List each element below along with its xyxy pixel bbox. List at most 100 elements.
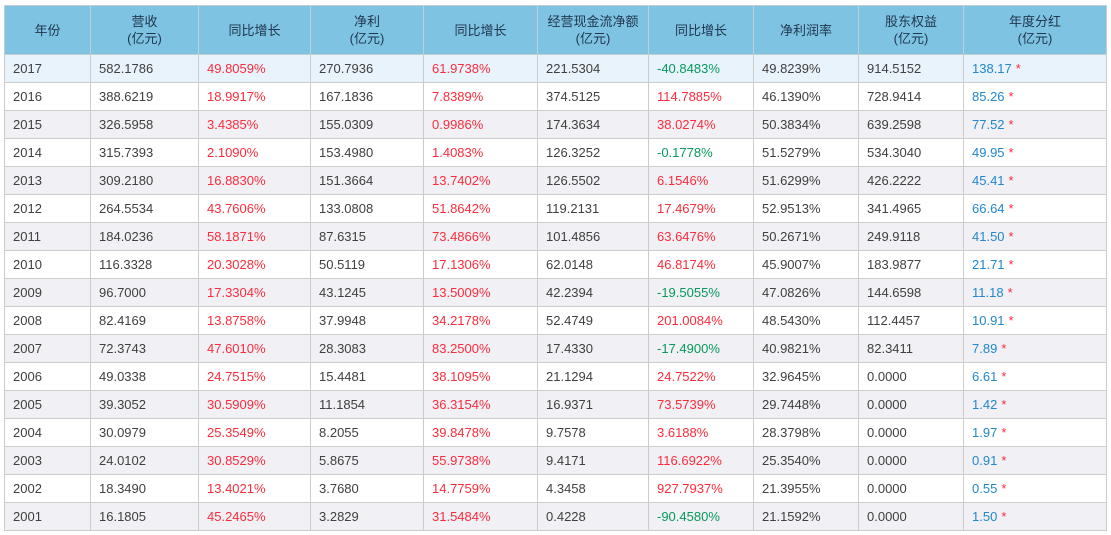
- yoy-growth-cell: 39.8478%: [423, 418, 538, 447]
- yoy-growth-cell: 13.8758%: [198, 306, 311, 335]
- yoy-growth-cell: 45.2465%: [198, 502, 311, 531]
- dividend-cell: 11.18 *: [963, 278, 1107, 307]
- table-row: 2007 72.3743 47.6010% 28.3083 83.2500% 17.433…: [4, 334, 1107, 363]
- value-cell: 21.1592%: [753, 502, 859, 531]
- yoy-growth-cell: 83.2500%: [423, 334, 538, 363]
- value-cell: 29.7448%: [753, 390, 859, 419]
- value-cell: 167.1836: [310, 82, 424, 111]
- dividend-footnote-icon: *: [1008, 117, 1014, 132]
- yoy-growth-cell: 17.3304%: [198, 278, 311, 307]
- yoy-growth-cell: 14.7759%: [423, 474, 538, 503]
- dividend-cell: 41.50 *: [963, 222, 1107, 251]
- dividend-cell: 10.91 *: [963, 306, 1107, 335]
- yoy-growth-cell: 55.9738%: [423, 446, 538, 475]
- year-cell: 2016: [4, 82, 91, 111]
- value-cell: 47.0826%: [753, 278, 859, 307]
- yoy-growth-cell: 30.8529%: [198, 446, 311, 475]
- value-cell: 72.3743: [90, 334, 199, 363]
- dividend-cell: 0.91 *: [963, 446, 1107, 475]
- value-cell: 39.3052: [90, 390, 199, 419]
- yoy-growth-cell: 3.4385%: [198, 110, 311, 139]
- year-cell: 2008: [4, 306, 91, 335]
- value-cell: 388.6219: [90, 82, 199, 111]
- dividend-cell: 77.52 *: [963, 110, 1107, 139]
- year-cell: 2014: [4, 138, 91, 167]
- value-cell: 18.3490: [90, 474, 199, 503]
- column-header-0: 年份: [4, 5, 91, 55]
- yoy-growth-cell: 63.6476%: [648, 222, 754, 251]
- table-row: 2017 582.1786 49.8059% 270.7936 61.9738% 221.…: [4, 54, 1107, 83]
- value-cell: 46.1390%: [753, 82, 859, 111]
- value-cell: 4.3458: [537, 474, 649, 503]
- yoy-growth-cell: 36.3154%: [423, 390, 538, 419]
- value-cell: 50.5119: [310, 250, 424, 279]
- yoy-growth-cell: 201.0084%: [648, 306, 754, 335]
- value-cell: 155.0309: [310, 110, 424, 139]
- dividend-cell: 45.41 *: [963, 166, 1107, 195]
- yoy-growth-cell: 31.5484%: [423, 502, 538, 531]
- dividend-cell: 0.55 *: [963, 474, 1107, 503]
- year-cell: 2002: [4, 474, 91, 503]
- year-cell: 2006: [4, 362, 91, 391]
- dividend-cell: 6.61 *: [963, 362, 1107, 391]
- value-cell: 52.4749: [537, 306, 649, 335]
- yoy-growth-cell: 16.8830%: [198, 166, 311, 195]
- table-row: 2015 326.5958 3.4385% 155.0309 0.9986% 174.36…: [4, 110, 1107, 139]
- dividend-footnote-icon: *: [1008, 89, 1014, 104]
- value-cell: 37.9948: [310, 306, 424, 335]
- dividend-cell: 49.95 *: [963, 138, 1107, 167]
- table-row: 2005 39.3052 30.5909% 11.1854 36.3154% 16.937…: [4, 390, 1107, 419]
- value-cell: 0.0000: [858, 390, 964, 419]
- value-cell: 49.8239%: [753, 54, 859, 83]
- year-cell: 2013: [4, 166, 91, 195]
- yoy-growth-cell: 20.3028%: [198, 250, 311, 279]
- value-cell: 21.1294: [537, 362, 649, 391]
- yoy-growth-cell: 3.6188%: [648, 418, 754, 447]
- value-cell: 8.2055: [310, 418, 424, 447]
- dividend-cell: 66.64 *: [963, 194, 1107, 223]
- value-cell: 582.1786: [90, 54, 199, 83]
- value-cell: 0.0000: [858, 474, 964, 503]
- value-cell: 144.6598: [858, 278, 964, 307]
- yoy-growth-cell: 1.4083%: [423, 138, 538, 167]
- dividend-cell: 1.50 *: [963, 502, 1107, 531]
- yoy-growth-cell: 114.7885%: [648, 82, 754, 111]
- year-cell: 2003: [4, 446, 91, 475]
- column-header-3: 净利 (亿元): [310, 5, 424, 55]
- value-cell: 315.7393: [90, 138, 199, 167]
- column-header-6: 同比增长: [648, 5, 754, 55]
- dividend-footnote-icon: *: [1001, 425, 1007, 440]
- yoy-growth-cell: 6.1546%: [648, 166, 754, 195]
- value-cell: 0.0000: [858, 362, 964, 391]
- year-cell: 2005: [4, 390, 91, 419]
- dividend-footnote-icon: *: [1007, 285, 1013, 300]
- value-cell: 0.4228: [537, 502, 649, 531]
- value-cell: 264.5534: [90, 194, 199, 223]
- value-cell: 82.4169: [90, 306, 199, 335]
- yoy-growth-cell: 13.7402%: [423, 166, 538, 195]
- value-cell: 221.5304: [537, 54, 649, 83]
- value-cell: 0.0000: [858, 502, 964, 531]
- value-cell: 40.9821%: [753, 334, 859, 363]
- dividend-cell: 1.97 *: [963, 418, 1107, 447]
- dividend-footnote-icon: *: [1008, 257, 1014, 272]
- value-cell: 126.5502: [537, 166, 649, 195]
- value-cell: 126.3252: [537, 138, 649, 167]
- dividend-footnote-icon: *: [1008, 229, 1014, 244]
- dividend-footnote-icon: *: [1001, 397, 1007, 412]
- yoy-growth-cell: 17.1306%: [423, 250, 538, 279]
- value-cell: 43.1245: [310, 278, 424, 307]
- column-header-5: 经营现金流净额 (亿元): [537, 5, 649, 55]
- table-row: 2003 24.0102 30.8529% 5.8675 55.9738% 9.4171 1…: [4, 446, 1107, 475]
- yoy-growth-cell: 46.8174%: [648, 250, 754, 279]
- column-header-1: 营收 (亿元): [90, 5, 199, 55]
- value-cell: 30.0979: [90, 418, 199, 447]
- yoy-growth-cell: 24.7515%: [198, 362, 311, 391]
- dividend-footnote-icon: *: [1001, 453, 1007, 468]
- table-row: 2001 16.1805 45.2465% 3.2829 31.5484% 0.4228-…: [4, 502, 1107, 531]
- dividend-cell: 85.26 *: [963, 82, 1107, 111]
- yoy-growth-cell: 58.1871%: [198, 222, 311, 251]
- table-row: 2002 18.3490 13.4021% 3.7680 14.7759% 4.3458 9…: [4, 474, 1107, 503]
- value-cell: 16.1805: [90, 502, 199, 531]
- dividend-footnote-icon: *: [1001, 369, 1007, 384]
